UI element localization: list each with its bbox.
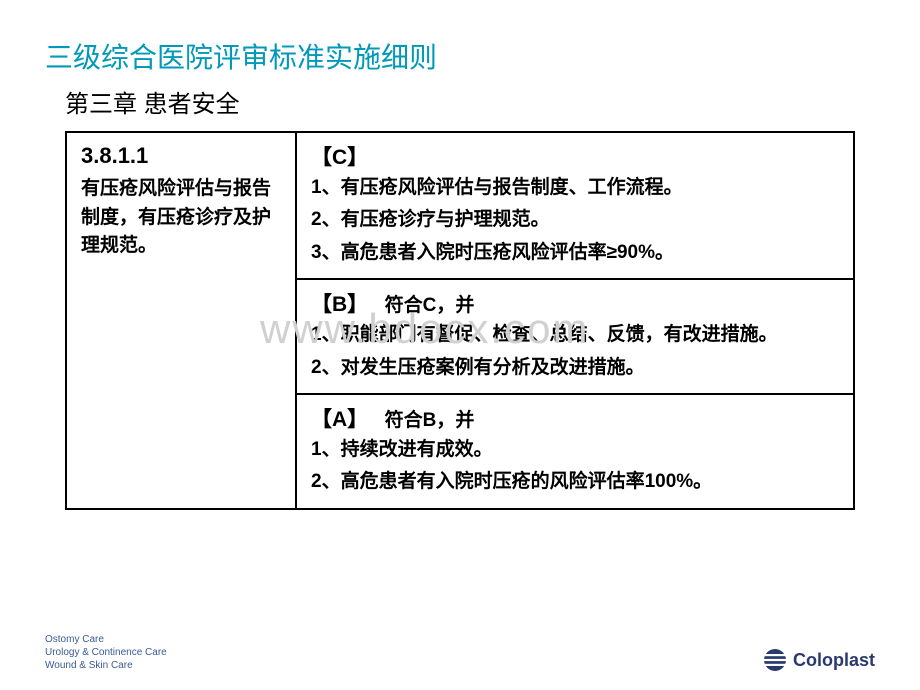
section-c-item: 3、高危患者入院时压疮风险评估率≥90%。 <box>311 238 839 268</box>
brand-name: Coloplast <box>793 650 875 671</box>
section-a-item: 2、高危患者有入院时压疮的风险评估率100%。 <box>311 467 839 497</box>
section-c-item: 2、有压疮诊疗与护理规范。 <box>311 205 839 235</box>
footer: Ostomy Care Urology & Continence Care Wo… <box>45 633 875 672</box>
section-b-label: 【B】 <box>311 293 368 316</box>
criteria-left-column: 3.8.1.1 有压疮风险评估与报告制度，有压疮诊疗及护理规范。 <box>67 133 297 508</box>
section-a-label: 【A】 <box>311 408 368 431</box>
section-a: 【A】 符合B，并 1、持续改进有成效。 2、高危患者有入院时压疮的风险评估率1… <box>297 395 853 508</box>
section-a-note: 符合B，并 <box>385 410 475 431</box>
footer-line: Wound & Skin Care <box>45 659 167 672</box>
footer-brand: Coloplast <box>763 648 875 672</box>
criteria-right-column: 【C】 1、有压疮风险评估与报告制度、工作流程。 2、有压疮诊疗与护理规范。 3… <box>297 133 853 508</box>
section-b-note: 符合C，并 <box>385 295 475 316</box>
section-c: 【C】 1、有压疮风险评估与报告制度、工作流程。 2、有压疮诊疗与护理规范。 3… <box>297 133 853 280</box>
criteria-table: 3.8.1.1 有压疮风险评估与报告制度，有压疮诊疗及护理规范。 【C】 1、有… <box>65 131 855 510</box>
footer-line: Urology & Continence Care <box>45 646 167 659</box>
section-c-item: 1、有压疮风险评估与报告制度、工作流程。 <box>311 173 839 203</box>
criteria-code: 3.8.1.1 <box>81 143 281 169</box>
section-b-item: 2、对发生压疮案例有分析及改进措施。 <box>311 353 839 383</box>
coloplast-logo-icon <box>763 648 787 672</box>
footer-care-lines: Ostomy Care Urology & Continence Care Wo… <box>45 633 167 672</box>
section-a-item: 1、持续改进有成效。 <box>311 435 839 465</box>
subtitle: 第三章 患者安全 <box>65 84 875 119</box>
footer-line: Ostomy Care <box>45 633 167 646</box>
slide-content: 三级综合医院评审标准实施细则 第三章 患者安全 3.8.1.1 有压疮风险评估与… <box>0 0 920 510</box>
criteria-description: 有压疮风险评估与报告制度，有压疮诊疗及护理规范。 <box>81 175 281 261</box>
main-title: 三级综合医院评审标准实施细则 <box>45 36 875 76</box>
section-c-label: 【C】 <box>311 146 368 169</box>
section-b-item: 1、职能部门有督促、检查、总结、反馈，有改进措施。 <box>311 320 839 350</box>
section-b: 【B】 符合C，并 1、职能部门有督促、检查、总结、反馈，有改进措施。 2、对发… <box>297 280 853 395</box>
